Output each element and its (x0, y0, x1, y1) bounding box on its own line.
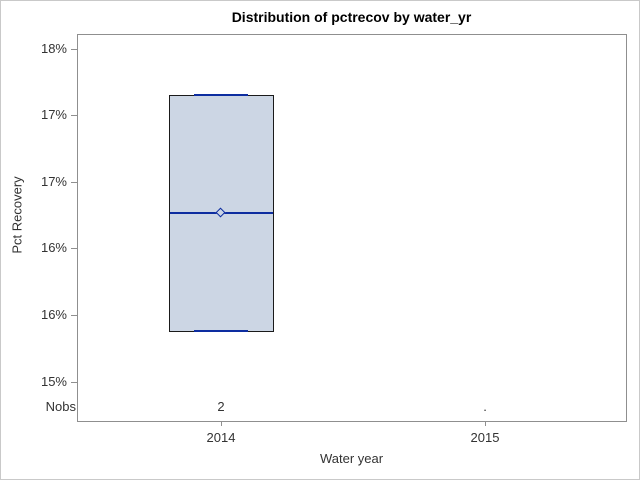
chart-title: Distribution of pctrecov by water_yr (231, 9, 472, 25)
x-axis-title: Water year (319, 451, 384, 466)
y-tick-label: 16% (40, 307, 67, 322)
y-tick-mark (71, 248, 77, 249)
y-tick-label: 17% (40, 107, 67, 122)
x-tick-label-2015: 2015 (470, 430, 500, 445)
y-axis-title: Pct Recovery (9, 176, 25, 254)
nobs-value-2014: 2 (217, 399, 225, 414)
x-tick-label-2014: 2014 (206, 430, 236, 445)
y-tick-label: 16% (40, 240, 67, 255)
y-tick-mark (71, 49, 77, 50)
y-tick-mark (71, 382, 77, 383)
plot-area (77, 34, 627, 422)
y-tick-mark (71, 315, 77, 316)
x-tick-mark (485, 421, 486, 426)
y-tick-label: 17% (40, 174, 67, 189)
nobs-value-2015: . (483, 399, 487, 414)
y-tick-mark (71, 115, 77, 116)
whisker-cap-top-2014 (194, 94, 248, 96)
y-tick-label: 18% (40, 41, 67, 56)
nobs-row-label: Nobs (45, 399, 76, 414)
y-tick-label: 15% (40, 374, 67, 389)
x-tick-mark (221, 421, 222, 426)
whisker-cap-bottom-2014 (194, 330, 248, 332)
y-tick-mark (71, 182, 77, 183)
